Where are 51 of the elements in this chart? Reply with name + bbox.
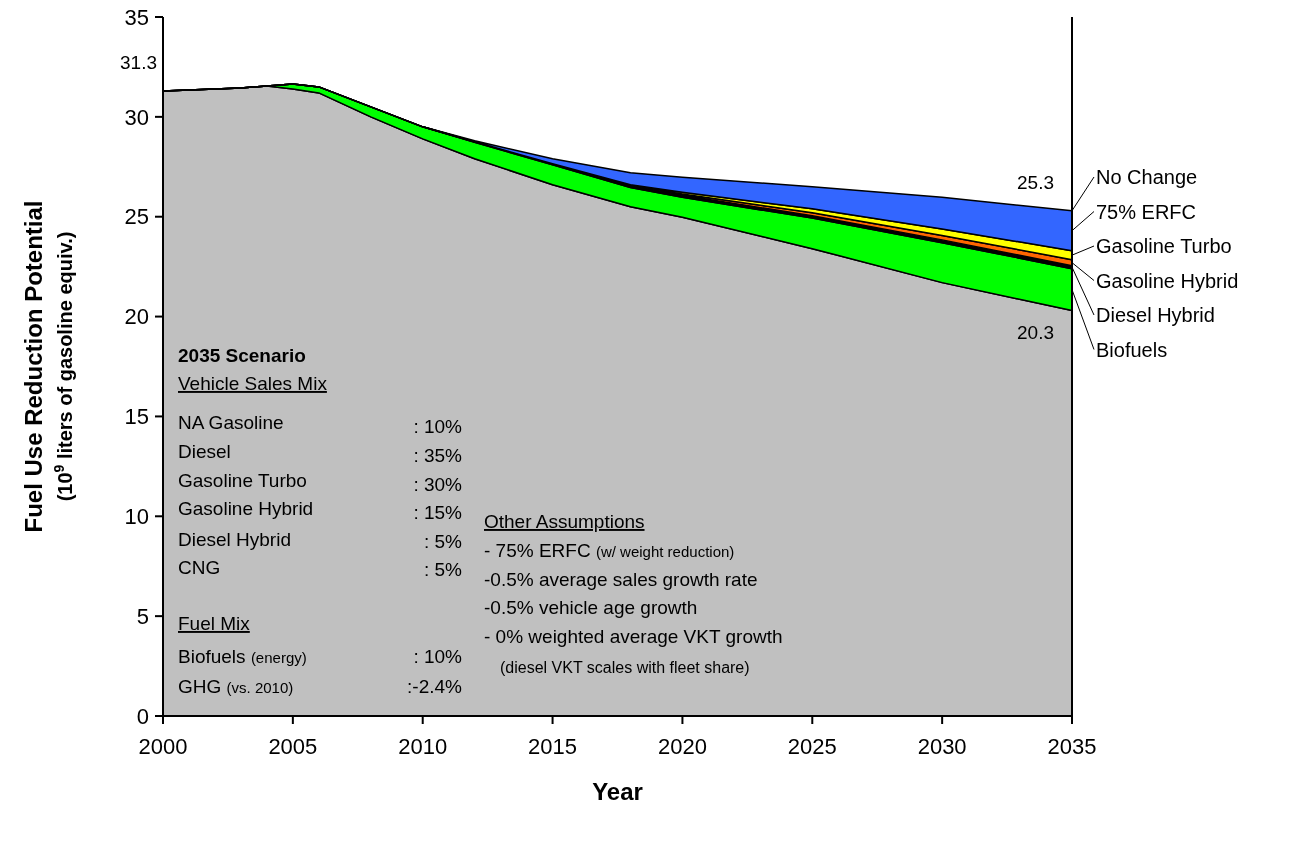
x-axis-title: Year <box>592 778 643 805</box>
annotation: 25.3 <box>1017 171 1054 193</box>
x-tick-label: 2000 <box>138 734 188 759</box>
legend-label: Biofuels <box>1096 338 1168 361</box>
annotation: NA Gasoline <box>178 412 284 433</box>
y-tick-label: 35 <box>124 4 149 30</box>
annotation: Diesel <box>178 441 231 462</box>
annotation: -0.5% vehicle age growth <box>484 597 698 618</box>
annotation: Diesel Hybrid <box>178 529 291 550</box>
annotation: : 10% <box>413 416 463 437</box>
x-tick-label: 2035 <box>1047 734 1097 759</box>
annotation: Fuel Mix <box>178 613 251 634</box>
annotation: : 10% <box>413 646 463 667</box>
annotation: -0.5% average sales growth rate <box>484 569 758 590</box>
annotation: Other Assumptions <box>484 511 645 532</box>
y-tick-label: 10 <box>124 503 149 529</box>
annotation: (diesel VKT scales with fleet share) <box>500 659 750 676</box>
y-tick-label: 20 <box>124 304 149 330</box>
legend-label: Gasoline Turbo <box>1096 235 1232 257</box>
x-tick-label: 2010 <box>398 734 448 759</box>
annotation: 20.3 <box>1017 321 1054 343</box>
annotation: Biofuels (energy) <box>178 646 307 667</box>
annotation: - 75% ERFC (w/ weight reduction) <box>484 540 735 561</box>
x-tick-label: 2005 <box>268 734 318 759</box>
annotation: Vehicle Sales Mix <box>178 373 328 394</box>
annotation: : 35% <box>413 445 463 466</box>
x-tick-label: 2025 <box>787 734 837 759</box>
annotation: : 5% <box>423 559 463 580</box>
x-tick-label: 2030 <box>917 734 967 759</box>
annotation: : 5% <box>423 531 463 552</box>
x-tick-label: 2015 <box>528 734 578 759</box>
annotation: - 0% weighted average VKT growth <box>484 626 783 647</box>
y-tick-label: 0 <box>136 703 149 729</box>
annotation: Gasoline Hybrid <box>178 498 314 519</box>
annotation: 2035 Scenario <box>178 345 306 366</box>
annotation: Gasoline Turbo <box>178 470 307 491</box>
x-tick-label: 2020 <box>657 734 707 759</box>
y-tick-label: 15 <box>124 404 149 430</box>
y-tick-label: 5 <box>136 603 149 629</box>
text: No Change <box>1096 166 1198 188</box>
annotation: : 30% <box>413 474 463 495</box>
annotation: GHG (vs. 2010) <box>178 676 294 697</box>
annotation: : 15% <box>413 502 463 523</box>
y-tick-label: 30 <box>124 104 149 130</box>
legend-label: Diesel Hybrid <box>1096 304 1215 326</box>
y-tick-label: 25 <box>124 204 149 230</box>
legend-label: Gasoline Hybrid <box>1096 269 1239 292</box>
annotation: :-2.4% <box>407 676 463 697</box>
annotation: CNG <box>178 557 221 578</box>
series-label: 75% ERFC <box>1096 200 1197 223</box>
text: 31.3 <box>120 51 157 73</box>
